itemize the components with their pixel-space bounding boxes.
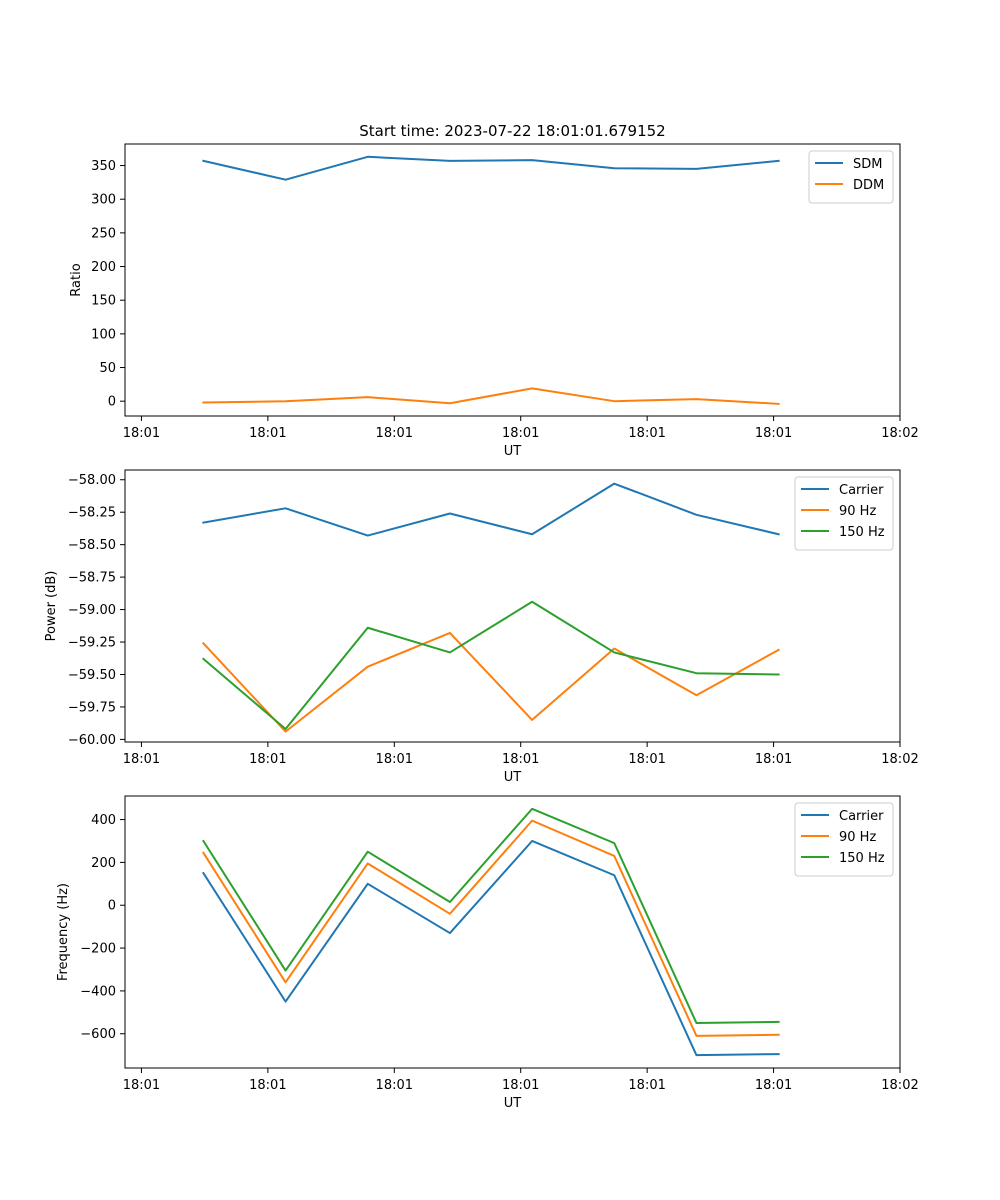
x-tick-label: 18:01 (249, 426, 286, 441)
series-line-ddm (202, 387, 780, 405)
x-tick-label: 18:01 (123, 752, 160, 767)
legend-label: Carrier (839, 483, 884, 498)
x-tick-label: 18:01 (502, 1078, 539, 1093)
series-line-150-hz (201, 807, 780, 1025)
y-axis-label: Ratio (69, 263, 84, 296)
x-tick-label: 18:01 (376, 1078, 413, 1093)
x-tick-label: 18:02 (881, 752, 918, 767)
y-tick-label: −58.25 (68, 506, 116, 521)
y-tick-label: −400 (80, 984, 116, 999)
y-tick-label: −58.50 (68, 538, 116, 553)
y-tick-label: 200 (91, 260, 116, 275)
y-tick-label: −58.75 (68, 571, 116, 586)
legend: Carrier 90 Hz 150 Hz (794, 476, 894, 551)
y-tick-label: −60.00 (68, 733, 116, 748)
x-tick-label: 18:01 (755, 1078, 792, 1093)
x-tick-label: 18:01 (123, 426, 160, 441)
x-tick-label: 18:01 (755, 426, 792, 441)
x-axis-label: UT (504, 1096, 522, 1111)
y-tick-label: 100 (91, 327, 116, 342)
legend: SDM DDM (808, 150, 894, 204)
x-tick-label: 18:01 (249, 752, 286, 767)
x-axis-label: UT (504, 770, 522, 785)
axes-frame (124, 469, 901, 743)
x-tick-label: 18:01 (123, 1078, 160, 1093)
x-tick-label: 18:01 (502, 752, 539, 767)
y-tick-label: −59.50 (68, 668, 116, 683)
x-tick-label: 18:01 (628, 752, 665, 767)
x-tick-label: 18:01 (376, 426, 413, 441)
x-tick-label: 18:01 (755, 752, 792, 767)
y-tick-label: 200 (91, 856, 116, 871)
y-tick-label: 250 (91, 226, 116, 241)
chart-title: Start time: 2023-07-22 18:01:01.679152 (359, 122, 665, 140)
x-tick-label: 18:02 (881, 426, 918, 441)
x-tick-label: 18:01 (376, 752, 413, 767)
y-tick-label: 50 (99, 361, 116, 376)
legend: Carrier 90 Hz 150 Hz (794, 802, 894, 877)
chart-1: 18:01 18:01 18:01 18:01 18:01 18:01 18:02 −60.0… (44, 469, 919, 785)
legend-label: Carrier (839, 809, 884, 824)
x-tick-label: 18:01 (502, 426, 539, 441)
series-line-90-hz (201, 631, 780, 733)
legend-label: 150 Hz (839, 851, 885, 866)
y-tick-label: −59.00 (68, 603, 116, 618)
y-tick-label: −58.00 (68, 473, 116, 488)
chart-2: 18:01 18:01 18:01 18:01 18:01 18:01 18:02 −600 −… (56, 795, 919, 1111)
y-axis-label: Power (dB) (44, 571, 59, 642)
legend-label: 90 Hz (839, 830, 876, 845)
series-line-150-hz (201, 600, 780, 731)
legend-label: 90 Hz (839, 504, 876, 519)
y-axis-label: Frequency (Hz) (56, 883, 71, 981)
y-tick-label: 150 (91, 294, 116, 309)
x-tick-label: 18:01 (249, 1078, 286, 1093)
y-tick-label: −59.25 (68, 636, 116, 651)
y-tick-label: 0 (108, 899, 116, 914)
series-line-carrier (202, 482, 780, 537)
x-tick-label: 18:02 (881, 1078, 918, 1093)
legend-label: DDM (853, 178, 884, 193)
x-tick-label: 18:01 (628, 426, 665, 441)
series-line-90-hz (201, 819, 780, 1037)
y-tick-label: −200 (80, 942, 116, 957)
y-tick-label: 400 (91, 813, 116, 828)
y-tick-label: 0 (108, 395, 116, 410)
y-tick-label: 300 (91, 193, 116, 208)
y-tick-label: −600 (80, 1027, 116, 1042)
series-line-sdm (202, 155, 780, 181)
chart-0: Start time: 2023-07-22 18:01:01.679152 18… (69, 122, 919, 459)
y-tick-label: 350 (91, 159, 116, 174)
y-tick-label: −59.75 (68, 700, 116, 715)
legend-label: SDM (853, 157, 882, 172)
series-line-carrier (201, 839, 780, 1057)
x-tick-label: 18:01 (628, 1078, 665, 1093)
axes-layer: Start time: 2023-07-22 18:01:01.679152 18… (44, 122, 919, 1111)
axes-frame (124, 795, 901, 1069)
x-axis-label: UT (504, 444, 522, 459)
legend-label: 150 Hz (839, 525, 885, 540)
axes-frame (124, 143, 901, 417)
